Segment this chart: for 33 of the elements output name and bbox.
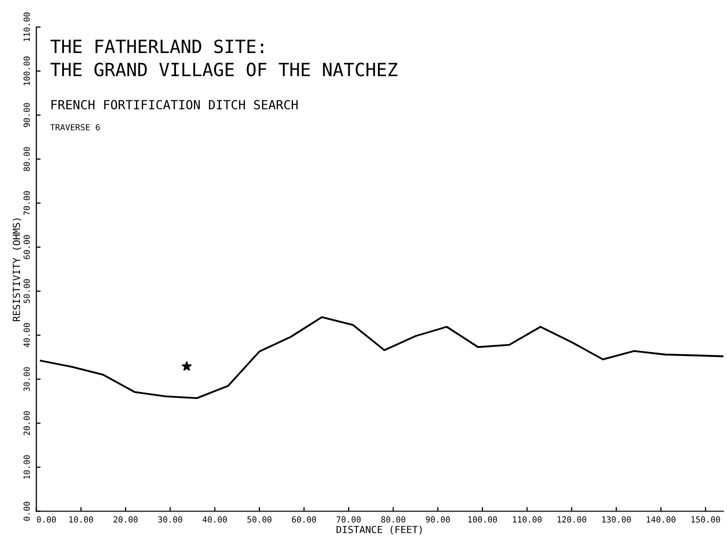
x-tick-label: 0.00 [36,516,56,523]
x-tick-label: 140.00 [646,516,676,523]
text: FRENCH FORTIFICATION DITCH SEARCH [52,100,298,110]
y-axis-title: RESISTIVITY (OHMS) [12,218,22,322]
x-tick-label: 70.00 [336,516,361,523]
x-tick-label: 100.00 [468,516,497,523]
y-tick-label: 60.00 [24,235,30,260]
y-tick-label: 90.00 [24,103,30,128]
line-series [40,316,724,400]
text: THE FATHERLAND SITE: THE GRAND VILLAGE OF THE NATCHEZ [50,40,398,76]
y-tick-label: 10.00 [24,455,30,479]
y-tick-label: 110.00 [24,12,30,42]
y-tick-label: 30.00 [24,367,30,392]
x-tick-label: 80.00 [381,516,406,523]
x-tick-label: 10.00 [69,516,93,523]
y-tick-label: 80.00 [24,147,30,172]
x-tick-label: 130.00 [602,516,631,523]
x-tick-label: 40.00 [202,516,227,523]
y-tick-label: 100.00 [24,56,30,86]
x-tick-label: 90.00 [426,516,450,523]
y-tick-label: 20.00 [24,411,30,436]
x-tick-label: 30.00 [158,516,182,523]
x-tick-label: 20.00 [114,516,138,523]
y-tick-label: 40.00 [24,323,30,348]
y-tick-label: 70.00 [24,191,30,216]
x-tick-label: 60.00 [292,516,316,523]
x-tick-label: 110.00 [513,516,542,523]
x-axis-title: DISTANCE (FEET) [336,526,422,534]
annotation: TRAVERSE 6 [50,124,100,130]
x-tick-label: 120.00 [558,516,586,523]
x-tick-label: 50.00 [247,516,272,523]
y-tick-label: 50.00 [24,279,30,304]
x-tick-label: 150.00 [691,516,720,523]
